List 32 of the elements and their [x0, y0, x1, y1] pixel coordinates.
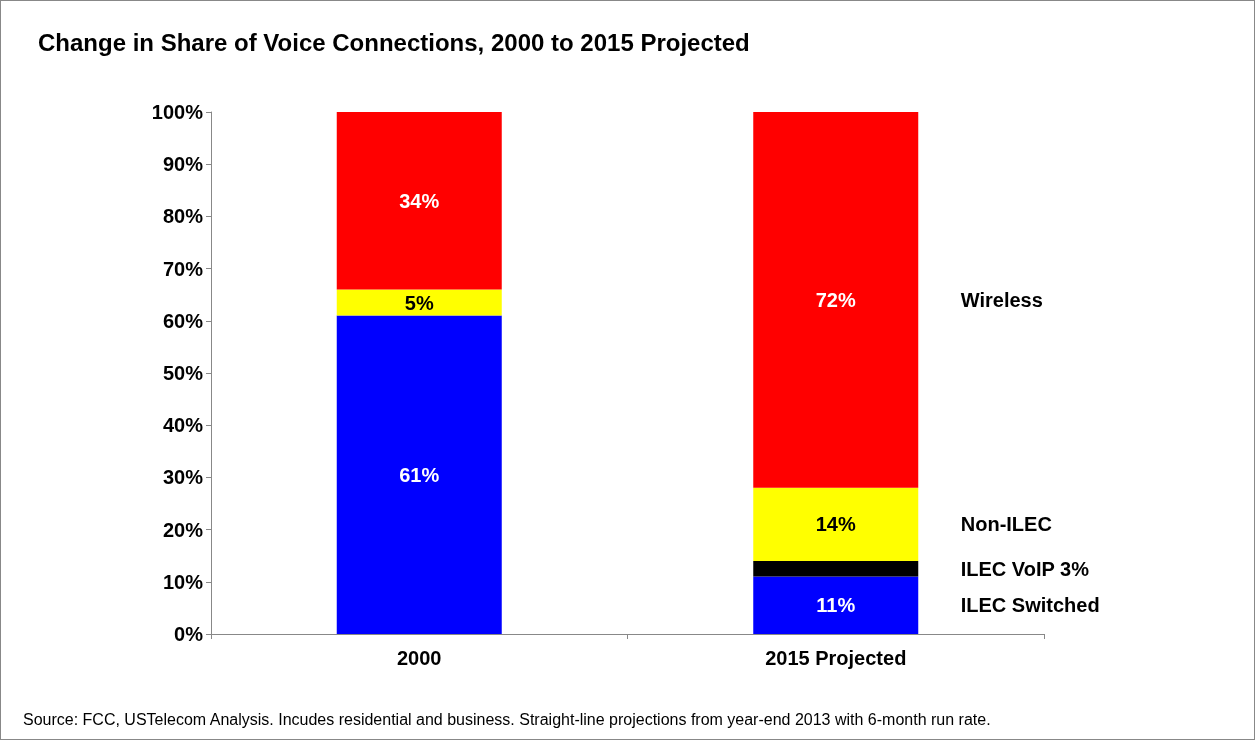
data-label: 72%	[815, 288, 856, 311]
y-tick-label: 60%	[162, 309, 204, 332]
y-tick-label: 0%	[174, 623, 204, 645]
data-label: 5%	[404, 291, 434, 314]
y-tick-label: 10%	[162, 570, 204, 593]
y-tick-label: 100%	[151, 101, 204, 123]
bar	[336, 315, 502, 634]
y-tick-label: 70%	[162, 257, 204, 280]
data-label: 34%	[399, 189, 440, 212]
text: Wireless	[960, 288, 1043, 311]
data-label: 14%	[815, 513, 856, 536]
bar	[753, 560, 919, 577]
y-tick-label: 20%	[162, 518, 204, 541]
y-tick-label: 30%	[162, 466, 204, 489]
chart-title: Change in Share of Voice Connections, 2000 to 2015 Projected	[38, 28, 750, 56]
text: ILEC Switched	[960, 594, 1100, 617]
bar	[753, 576, 919, 634]
x-tick-label: 2015 Projected	[765, 647, 907, 669]
bar	[753, 487, 919, 561]
data-label: 11%	[816, 594, 856, 617]
y-tick-label: 50%	[162, 362, 204, 384]
source-note: Source: FCC, USTelecom Analysis. Incudes residential and business. Straight-line projections from year-end 2013 with 6-month run rate.	[23, 710, 991, 728]
bar	[336, 289, 502, 316]
bar	[753, 112, 919, 488]
y-tick-label: 40%	[162, 414, 204, 437]
y-tick-label: 90%	[162, 153, 204, 176]
bar	[336, 112, 502, 290]
text: Non-ILEC	[960, 513, 1052, 536]
text: ILEC VoIP 3%	[960, 557, 1090, 580]
data-label: 61%	[399, 463, 440, 486]
x-tick-label: 2000	[397, 647, 442, 669]
y-tick-label: 80%	[162, 205, 204, 228]
